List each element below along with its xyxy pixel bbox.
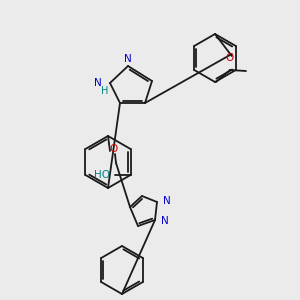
Text: N: N [124, 54, 132, 64]
Text: N: N [161, 216, 169, 226]
Text: N: N [94, 78, 102, 88]
Text: HO: HO [94, 170, 109, 180]
Text: H: H [100, 86, 108, 96]
Text: O: O [110, 144, 118, 154]
Text: O: O [226, 53, 234, 63]
Text: N: N [163, 196, 171, 206]
